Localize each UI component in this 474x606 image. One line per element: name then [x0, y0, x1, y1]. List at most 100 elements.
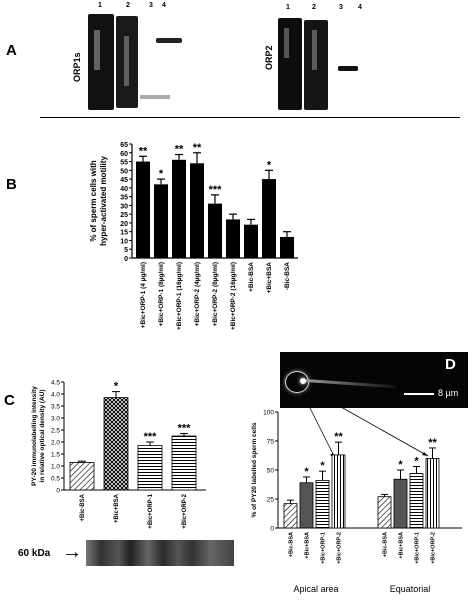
- y-tick-label: 60: [120, 151, 128, 158]
- bar: [136, 161, 150, 258]
- blot-name-orp2: ORP2: [264, 45, 274, 70]
- x-tick-label: +Bic+ORP-2: [431, 532, 437, 564]
- bar: [280, 236, 294, 258]
- bar: [393, 478, 408, 529]
- bar: [409, 473, 424, 529]
- lane-label-4: 4: [162, 2, 166, 9]
- chart-d: 0 25 50 75 100 % of PY20 labelled sperm cells…: [251, 391, 462, 594]
- bar: [283, 503, 298, 529]
- y-tick-label: 4.5: [51, 380, 60, 387]
- y-tick-label: 5: [124, 247, 128, 254]
- y-tick-label: 20: [120, 221, 128, 228]
- blot-lane-2: [304, 20, 328, 110]
- x-tick-label: +Bic+ORP-2 (8µg/ml): [212, 262, 219, 326]
- y-axis-label: PY-20 immunolabelling intensityin relati…: [31, 386, 46, 486]
- significance-label: **: [175, 144, 184, 156]
- panel-label-d: D: [445, 356, 456, 373]
- y-axis-label-line-2: in relative optical density (AU): [39, 389, 46, 482]
- lane-label-2: 2: [126, 2, 130, 9]
- significance-label: ***: [178, 423, 192, 435]
- bar: [103, 397, 129, 491]
- y-tick-label: 0: [124, 256, 128, 263]
- panel-label-c: C: [4, 392, 15, 409]
- significance-label: **: [334, 431, 343, 443]
- chart-c: 0 0.5 1.0 1.5 2.0 2.5 3.0 3.5 4.0 4.5 PY-20 immuno…: [31, 380, 206, 529]
- bar: [69, 462, 95, 491]
- blot-lane-1: [88, 14, 114, 110]
- panel-label-b: B: [6, 176, 17, 193]
- group-label: Apical area: [293, 584, 338, 594]
- pointer-line-equatorial: [317, 393, 429, 457]
- y-tick-label: 0.5: [51, 476, 60, 483]
- scale-bar-label: 8 µm: [438, 388, 459, 398]
- bar: [331, 454, 346, 529]
- x-tick-label: +Bic+BSA: [266, 262, 273, 294]
- y-tick-label: 35: [120, 195, 128, 202]
- panel-label-a: A: [6, 42, 17, 59]
- y-axis-label-line-1: % of sperm cells with: [89, 160, 98, 241]
- bar: [172, 159, 186, 258]
- bar: [299, 482, 314, 529]
- blot-lane-1: [278, 18, 302, 110]
- western-blot-py20: [86, 540, 234, 566]
- y-tick-label: 50: [120, 168, 128, 175]
- significance-label: **: [428, 437, 437, 449]
- y-tick-label: 3.0: [51, 416, 60, 423]
- y-tick-label: 10: [120, 238, 128, 245]
- x-tick-label: +Bic+ORP-1 (8µg/ml): [158, 262, 165, 326]
- x-tick-label: +Bic+ORP-1 (4 µg/ml): [140, 262, 147, 328]
- significance-label: *: [114, 381, 119, 393]
- y-tick-label: 65: [120, 142, 128, 149]
- y-tick-label: 30: [120, 203, 128, 210]
- significance-label: *: [267, 159, 272, 171]
- bar: [262, 179, 276, 258]
- sperm-bright-spot: [300, 378, 306, 384]
- x-tick-label: +Bic+ORP-1: [321, 532, 327, 564]
- significance-label: *: [398, 459, 403, 471]
- sperm-micrograph: 8 µm: [280, 352, 468, 408]
- x-tick-label: -Bic-BSA: [284, 262, 291, 290]
- panel-a-baseline: [40, 117, 460, 118]
- significance-label: *: [159, 168, 164, 180]
- bar: [244, 224, 258, 258]
- y-axis-label: % of PY20 labelled sperm cells: [251, 422, 258, 517]
- western-blot-orp1: 1 2 3 4: [80, 0, 220, 116]
- y-tick-label: 1.0: [51, 464, 60, 471]
- bar: [208, 203, 222, 258]
- y-tick-label: 15: [120, 230, 128, 237]
- y-tick-label: 50: [267, 468, 275, 475]
- significance-label: **: [193, 142, 202, 154]
- y-tick-label: 0: [270, 526, 274, 533]
- lane-label-1: 1: [98, 2, 102, 9]
- y-tick-label: 55: [120, 160, 128, 167]
- y-axis-label-line-1: PY-20 immunolabelling intensity: [31, 386, 38, 486]
- y-axis-label-line-2: hyper-activated motility: [99, 156, 108, 246]
- blot-band-lane-3: [338, 66, 358, 71]
- x-tick-label: +Bic+ORP-2: [337, 532, 343, 564]
- x-tick-label: +Bic-BSA: [289, 532, 295, 557]
- x-tick-label: +Bic+ORP-1: [148, 493, 154, 528]
- y-tick-label: 3.5: [51, 404, 60, 411]
- significance-label: *: [414, 456, 419, 468]
- bar: [137, 445, 163, 491]
- y-tick-label: 75: [267, 439, 275, 446]
- pointer-line-apical: [301, 391, 336, 459]
- y-tick-label: 40: [120, 186, 128, 193]
- x-tick-label: +Bic+BSA: [114, 493, 120, 523]
- significance-label: ***: [144, 431, 158, 443]
- y-tick-label: 45: [120, 177, 128, 184]
- x-tick-label: +Bic-BSA: [248, 262, 255, 292]
- significance-label: ***: [209, 184, 223, 196]
- pointer-arrowhead: [422, 452, 428, 456]
- group-label: Equatorial: [390, 584, 431, 594]
- significance-label: **: [139, 145, 148, 157]
- bar: [425, 458, 440, 529]
- lane-label-1: 1: [286, 4, 290, 11]
- y-axis-label: % of sperm cells withhyper-activated mot…: [89, 156, 108, 246]
- arrow-icon: →: [62, 541, 82, 563]
- bar: [377, 496, 392, 529]
- y-tick-label: 4.0: [51, 392, 60, 399]
- y-tick-label: 25: [267, 497, 275, 504]
- significance-label: *: [304, 466, 309, 478]
